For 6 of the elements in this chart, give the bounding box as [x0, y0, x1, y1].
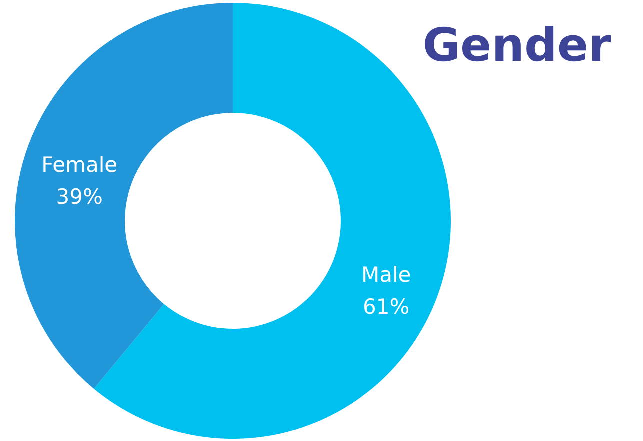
chart-title: Gender [422, 18, 612, 72]
donut-slice [15, 3, 233, 389]
slice-label: Female [42, 152, 118, 177]
slice-label: Male [361, 263, 412, 288]
data-label: 39% [56, 184, 103, 209]
data-label: 61% [363, 295, 410, 320]
